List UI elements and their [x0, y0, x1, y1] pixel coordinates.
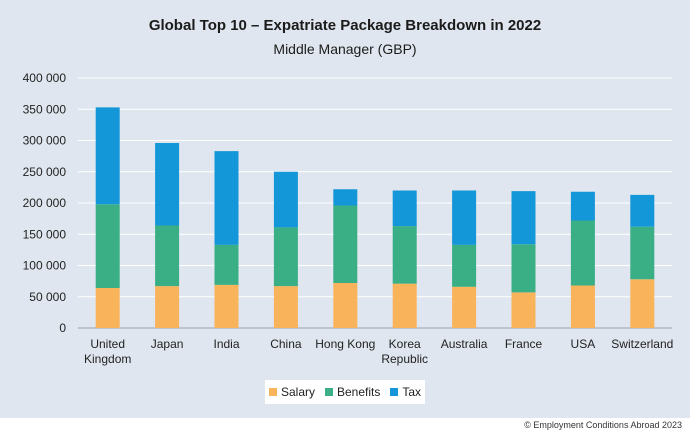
y-tick-label: 0: [59, 321, 66, 335]
y-tick-label: 150 000: [23, 227, 67, 241]
chart-subtitle: Middle Manager (GBP): [273, 41, 417, 57]
y-tick-label: 200 000: [23, 196, 67, 210]
bar-benefits: [511, 244, 536, 293]
x-tick-label: Korea: [389, 337, 421, 351]
bar-benefits: [570, 220, 595, 286]
bar-tax: [333, 189, 358, 206]
x-tick-label: Kingdom: [84, 352, 131, 366]
x-tick-label: Republic: [381, 352, 428, 366]
bar-benefits: [452, 244, 477, 287]
x-tick-label: China: [270, 337, 302, 351]
chart-title: Global Top 10 – Expatriate Package Break…: [148, 17, 542, 34]
x-tick-label: United: [90, 337, 125, 351]
legend-swatch-salary: [268, 388, 277, 396]
stacked-bar-chart: 0 50 000 100 000 150 000 200 000 250 000 300 0…: [23, 71, 674, 366]
bar-benefits: [630, 226, 655, 280]
bar-tax: [511, 191, 536, 245]
legend-label-benefits: Benefits: [336, 385, 381, 399]
legend-label-tax: Tax: [402, 385, 422, 399]
x-tick-label: Hong Kong: [315, 337, 375, 351]
bar-tax: [452, 190, 477, 245]
legend-item-tax: Tax: [390, 385, 421, 399]
y-tick-label: 350 000: [23, 102, 67, 116]
bars-layer: [95, 107, 655, 328]
bar-benefits: [392, 226, 417, 284]
x-tick-label: France: [505, 337, 543, 351]
legend: Salary Benefits Tax: [265, 380, 425, 404]
bar-tax: [155, 143, 180, 226]
bar-salary: [95, 288, 120, 328]
copyright-footer: © Employment Conditions Abroad 2023: [524, 420, 682, 430]
labels-layer: 0 50 000 100 000 150 000 200 000 250 000 300 0…: [23, 71, 674, 366]
x-tick-label: USA: [571, 337, 596, 351]
bar-tax: [95, 107, 120, 205]
bar-salary: [452, 286, 477, 328]
x-tick-label: Japan: [151, 337, 184, 351]
x-tick-label: Australia: [441, 337, 488, 351]
bar-tax: [630, 194, 655, 227]
bar-salary: [333, 283, 358, 328]
bar-tax: [273, 171, 298, 228]
bar-salary: [273, 286, 298, 328]
bar-salary: [392, 283, 417, 328]
y-tick-label: 100 000: [23, 259, 67, 273]
y-tick-label: 50 000: [29, 290, 66, 304]
y-tick-label: 400 000: [23, 71, 67, 85]
legend-item-salary: Salary: [268, 385, 315, 399]
bar-salary: [214, 284, 239, 328]
legend-label-salary: Salary: [280, 385, 315, 399]
bar-benefits: [333, 205, 358, 283]
x-tick-label: Switzerland: [611, 337, 673, 351]
legend-swatch-tax: [390, 388, 399, 396]
bar-tax: [214, 151, 239, 245]
bar-benefits: [273, 227, 298, 287]
y-tick-label: 250 000: [23, 165, 67, 179]
legend-item-benefits: Benefits: [324, 385, 381, 399]
bar-salary: [570, 285, 595, 328]
bar-salary: [511, 292, 536, 328]
bar-benefits: [155, 225, 180, 287]
bar-benefits: [214, 244, 239, 285]
bar-tax: [570, 191, 595, 221]
bar-benefits: [95, 204, 120, 288]
bar-salary: [155, 286, 180, 328]
x-tick-label: India: [213, 337, 239, 351]
bar-tax: [392, 190, 417, 227]
legend-swatch-benefits: [324, 388, 333, 396]
bar-salary: [630, 279, 655, 328]
y-tick-label: 300 000: [23, 134, 67, 148]
